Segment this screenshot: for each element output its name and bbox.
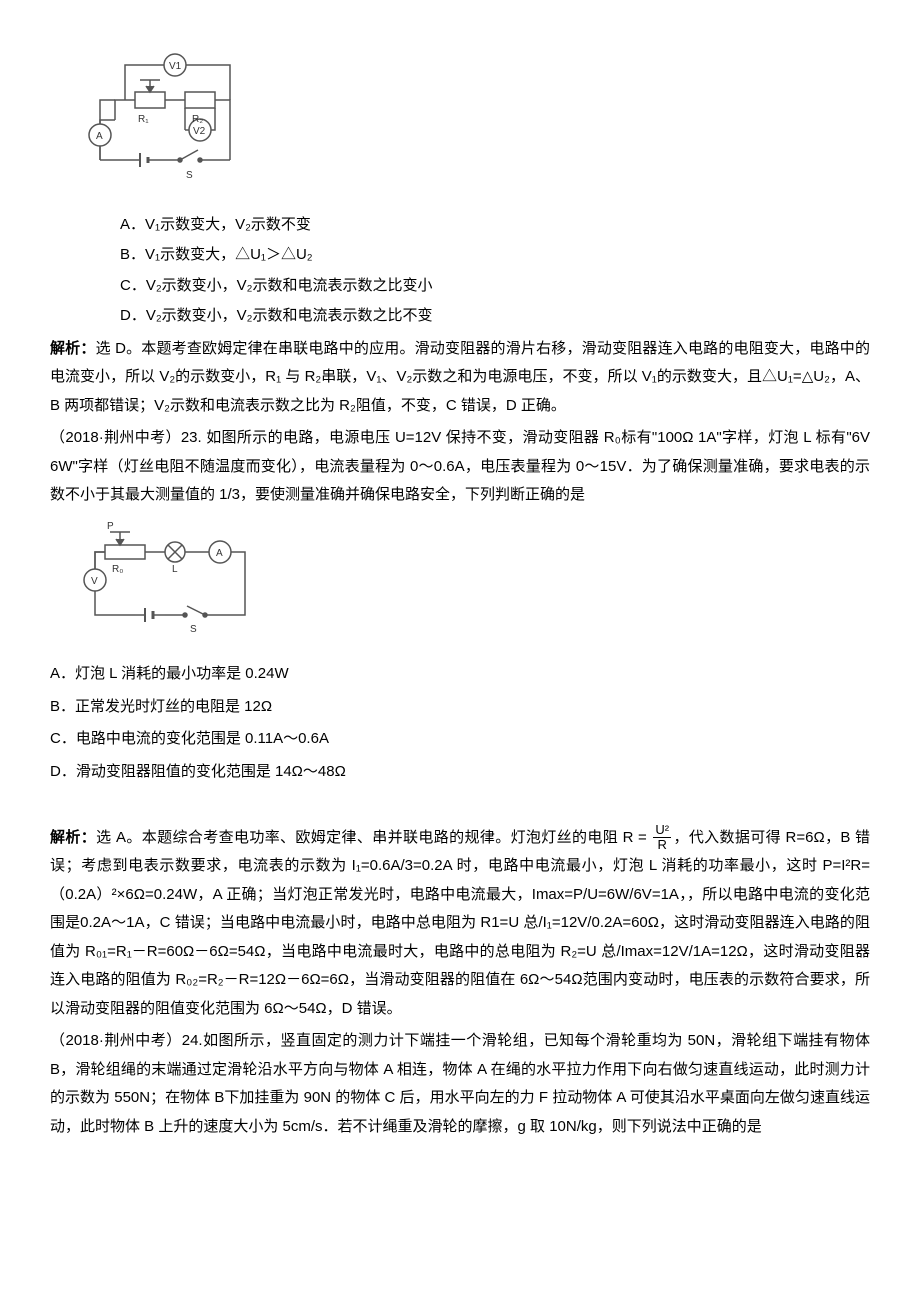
fraction: U²R xyxy=(653,823,671,853)
p-label: P xyxy=(107,521,114,532)
v2-label: V2 xyxy=(193,126,206,137)
analysis-label-2: 解析： xyxy=(50,828,96,845)
s2-label: S xyxy=(190,624,197,635)
l-label: L xyxy=(172,564,178,575)
q23-analysis: 解析：选 A。本题综合考查电功率、欧姆定律、串并联电路的规律。灯泡灯丝的电阻 R… xyxy=(50,823,870,1024)
q22-option-c: C．V₂示数变小，V₂示数和电流表示数之比变小 xyxy=(120,272,870,301)
v1-label: V1 xyxy=(169,61,182,72)
q22-options: A．V₁示数变大，V₂示数不变 B．V₁示数变大，△U₁＞△U₂ C．V₂示数变… xyxy=(120,211,870,331)
q23-stem: （2018·荆州中考）23. 如图所示的电路，电源电压 U=12V 保持不变，滑… xyxy=(50,424,870,510)
r2-label: R₂ xyxy=(192,114,203,125)
a-label: A xyxy=(216,548,223,559)
q24-stem: （2018·荆州中考）24.如图所示，竖直固定的测力计下端挂一个滑轮组，已知每个… xyxy=(50,1027,870,1141)
q23-option-d: D．滑动变阻器阻值的变化范围是 14Ω～48Ω xyxy=(50,758,870,787)
q23-analysis-pre: 选 A。本题综合考查电功率、欧姆定律、串并联电路的规律。灯泡灯丝的电阻 R xyxy=(96,828,633,845)
q22-analysis-text: 选 D。本题考查欧姆定律在串联电路中的应用。滑动变阻器的滑片右移，滑动变阻器连入… xyxy=(50,340,870,414)
q23-option-a: A．灯泡 L 消耗的最小功率是 0.24W xyxy=(50,660,870,689)
v-label: V xyxy=(91,576,98,587)
q22-option-a: A．V₁示数变大，V₂示数不变 xyxy=(120,211,870,240)
q22-analysis: 解析：选 D。本题考查欧姆定律在串联电路中的应用。滑动变阻器的滑片右移，滑动变阻… xyxy=(50,335,870,421)
ammeter-label: A xyxy=(96,131,103,142)
q22-option-d: D．V₂示数变小，V₂示数和电流表示数之比不变 xyxy=(120,302,870,331)
q22-option-b: B．V₁示数变大，△U₁＞△U₂ xyxy=(120,241,870,270)
analysis-label: 解析： xyxy=(50,340,96,357)
frac-num: U² xyxy=(653,823,671,838)
s-label: S xyxy=(186,170,193,181)
circuit-diagram-1: A V1 V2 R₁ R₂ S xyxy=(80,50,870,201)
q23-option-b: B．正常发光时灯丝的电阻是 12Ω xyxy=(50,693,870,722)
eq-lead: = xyxy=(634,828,652,845)
r0-label: R₀ xyxy=(112,564,123,575)
r1-label: R₁ xyxy=(138,114,149,125)
q23-analysis-post: ，代入数据可得 R=6Ω，B 错误；考虑到电表示数要求，电流表的示数为 I₁=0… xyxy=(50,828,870,1016)
frac-den: R xyxy=(653,838,671,852)
circuit-diagram-2: R₀ P L V A S xyxy=(80,520,870,651)
q23-option-c: C．电路中电流的变化范围是 0.11A～0.6A xyxy=(50,725,870,754)
